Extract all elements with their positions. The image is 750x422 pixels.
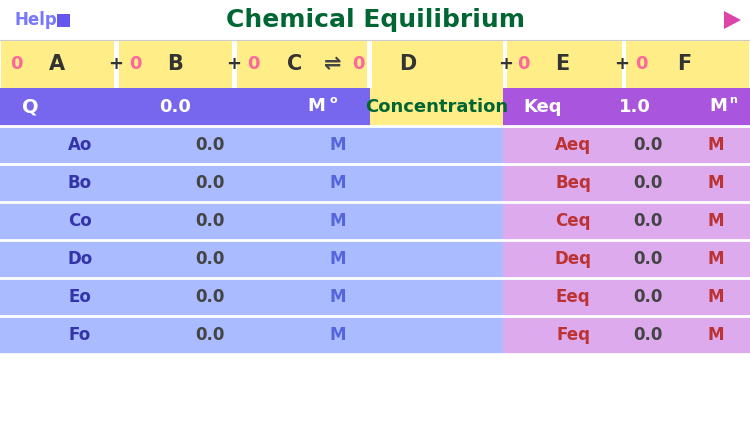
- Text: +: +: [226, 55, 242, 73]
- Text: Feq: Feq: [556, 326, 590, 344]
- Bar: [0, 278, 503, 316]
- Text: +: +: [109, 55, 124, 73]
- Text: M: M: [709, 97, 727, 115]
- Bar: [0, 88, 370, 126]
- Text: 0.0: 0.0: [195, 136, 225, 154]
- Text: 0: 0: [10, 55, 22, 73]
- Bar: [503, 278, 750, 316]
- Text: 1.0: 1.0: [619, 98, 651, 116]
- Text: Ceq: Ceq: [555, 212, 591, 230]
- Polygon shape: [724, 11, 741, 29]
- Text: Bo: Bo: [68, 174, 92, 192]
- Text: Ao: Ao: [68, 136, 92, 154]
- Text: 0.0: 0.0: [633, 250, 663, 268]
- Text: ⇌: ⇌: [324, 54, 342, 74]
- Bar: [503, 316, 750, 354]
- Text: +: +: [499, 55, 514, 73]
- Text: +: +: [614, 55, 629, 73]
- Text: Do: Do: [68, 250, 93, 268]
- Bar: [503, 202, 750, 240]
- Bar: [503, 240, 750, 278]
- Text: 0.0: 0.0: [195, 288, 225, 306]
- Bar: [0, 202, 503, 240]
- Bar: [0, 0, 750, 40]
- Text: 0: 0: [517, 55, 530, 73]
- Text: C: C: [287, 54, 302, 74]
- Bar: [372, 40, 503, 88]
- Text: 0.0: 0.0: [195, 250, 225, 268]
- Text: 0.0: 0.0: [633, 212, 663, 230]
- Text: Beq: Beq: [555, 174, 591, 192]
- Text: 0: 0: [129, 55, 141, 73]
- Text: Deq: Deq: [554, 250, 592, 268]
- Text: Chemical Equilibrium: Chemical Equilibrium: [226, 8, 524, 32]
- Bar: [370, 88, 503, 126]
- Text: 0: 0: [634, 55, 647, 73]
- Bar: [0, 316, 503, 354]
- Text: M: M: [330, 212, 346, 230]
- Bar: [503, 88, 750, 126]
- Text: M: M: [708, 174, 724, 192]
- Text: 0.0: 0.0: [633, 174, 663, 192]
- Bar: [0, 164, 503, 202]
- Text: M: M: [330, 174, 346, 192]
- Text: o: o: [329, 95, 337, 105]
- Text: M: M: [708, 288, 724, 306]
- Bar: [237, 40, 367, 88]
- Text: Fo: Fo: [69, 326, 92, 344]
- Text: Co: Co: [68, 212, 92, 230]
- Text: M: M: [330, 288, 346, 306]
- Text: M: M: [708, 212, 724, 230]
- Bar: [0, 240, 503, 278]
- Text: D: D: [399, 54, 417, 74]
- Text: M: M: [330, 326, 346, 344]
- Text: E: E: [555, 54, 569, 74]
- Text: 0.0: 0.0: [633, 288, 663, 306]
- Text: Eo: Eo: [68, 288, 92, 306]
- Bar: [57, 14, 70, 27]
- Text: 0: 0: [352, 55, 364, 73]
- Text: 0.0: 0.0: [633, 136, 663, 154]
- Bar: [1, 40, 114, 88]
- Text: Help: Help: [15, 11, 58, 29]
- Text: n: n: [729, 95, 737, 105]
- Text: 0.0: 0.0: [159, 98, 191, 116]
- Text: M: M: [708, 326, 724, 344]
- Bar: [503, 126, 750, 164]
- Text: Eeq: Eeq: [556, 288, 590, 306]
- Bar: [119, 40, 232, 88]
- Text: Q: Q: [22, 97, 38, 116]
- Text: B: B: [167, 54, 183, 74]
- Bar: [507, 40, 622, 88]
- Text: M: M: [708, 136, 724, 154]
- Text: 0.0: 0.0: [195, 326, 225, 344]
- Text: 0.0: 0.0: [195, 212, 225, 230]
- Text: F: F: [676, 54, 692, 74]
- Bar: [0, 126, 503, 164]
- Text: M: M: [307, 97, 325, 115]
- Text: 0.0: 0.0: [195, 174, 225, 192]
- Text: M: M: [708, 250, 724, 268]
- Text: M: M: [330, 250, 346, 268]
- Text: Concentration: Concentration: [365, 98, 508, 116]
- Bar: [503, 164, 750, 202]
- Text: M: M: [330, 136, 346, 154]
- Text: 0.0: 0.0: [633, 326, 663, 344]
- Bar: [626, 40, 749, 88]
- Text: 0: 0: [247, 55, 259, 73]
- Text: Keq: Keq: [524, 98, 562, 116]
- Text: Aeq: Aeq: [555, 136, 591, 154]
- Text: A: A: [49, 54, 65, 74]
